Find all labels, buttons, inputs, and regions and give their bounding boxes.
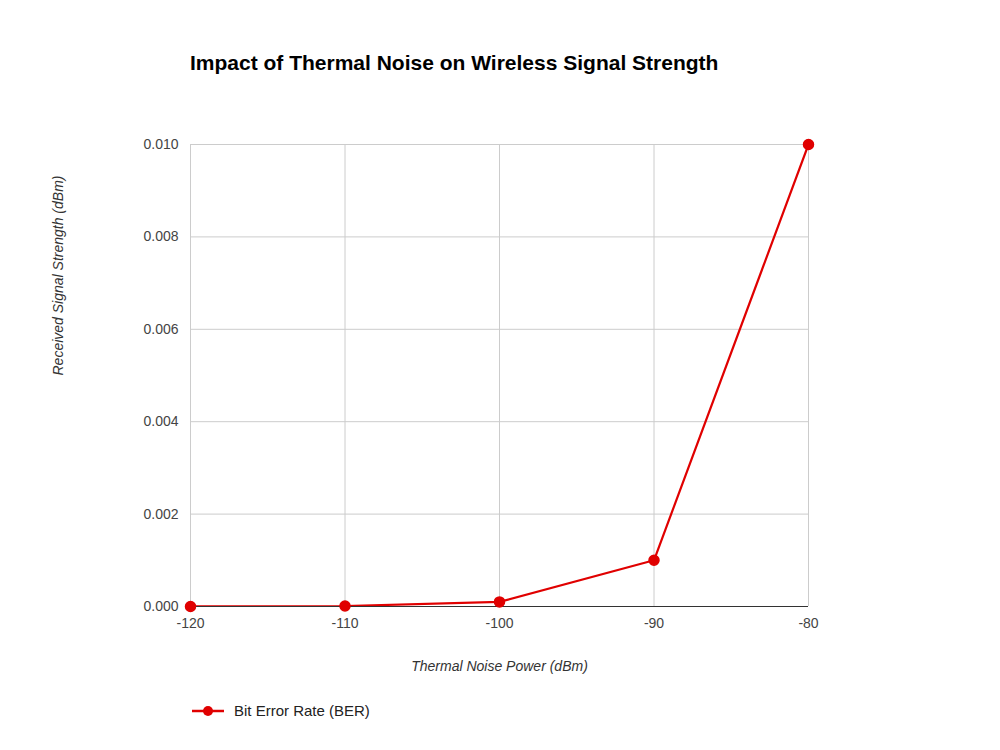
html-text:Bit Error Rate (BER): Bit Error Rate (BER) bbox=[234, 702, 370, 719]
svg-text:Thermal Noise Power (dBm): Thermal Noise Power (dBm) bbox=[411, 658, 588, 674]
svg-text:-110: -110 bbox=[332, 615, 359, 631]
svg-text:0.004: 0.004 bbox=[143, 413, 178, 429]
svg-text:0.006: 0.006 bbox=[143, 321, 178, 337]
svg-text:-120: -120 bbox=[176, 615, 204, 631]
html-text:Impact of Thermal Noise on Wir: Impact of Thermal Noise on Wireless Sign… bbox=[190, 51, 719, 74]
svg-text:-90: -90 bbox=[644, 615, 664, 631]
svg-text:-100: -100 bbox=[485, 615, 513, 631]
svg-text:0.002: 0.002 bbox=[143, 506, 178, 522]
svg-text:0.010: 0.010 bbox=[143, 136, 178, 152]
svg-text:0.008: 0.008 bbox=[143, 228, 178, 244]
svg-text:Received Signal Strength (dBm): Received Signal Strength (dBm) bbox=[50, 176, 66, 376]
svg-text:0.000: 0.000 bbox=[143, 598, 178, 614]
svg-text:-80: -80 bbox=[798, 615, 818, 631]
